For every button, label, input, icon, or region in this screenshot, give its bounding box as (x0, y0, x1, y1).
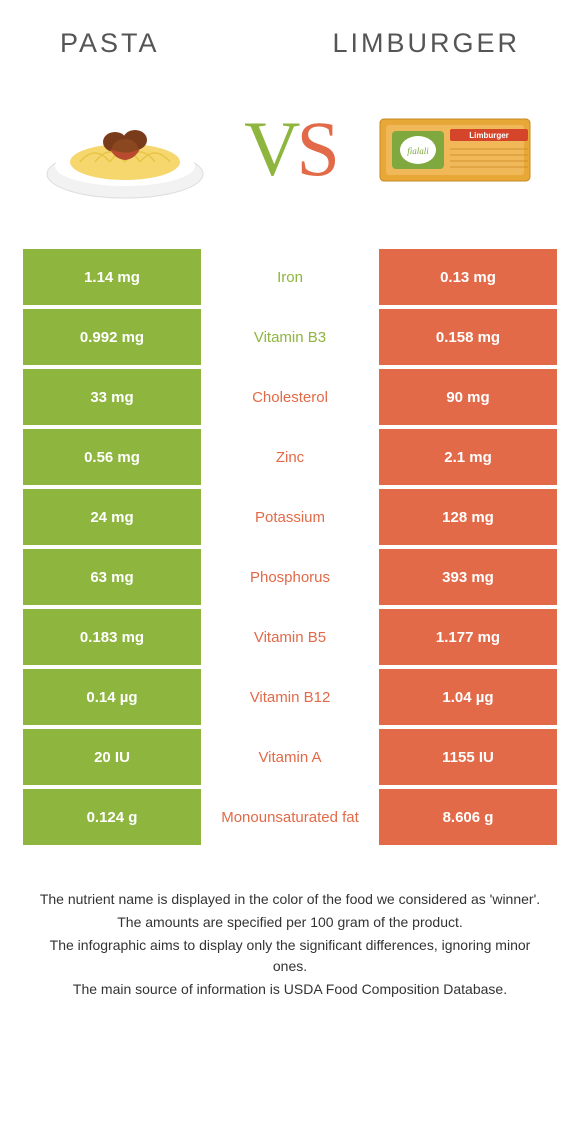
footer-line-2: The amounts are specified per 100 gram o… (35, 912, 545, 933)
left-value: 0.992 mg (23, 309, 201, 365)
left-value: 0.56 mg (23, 429, 201, 485)
footer-line-1: The nutrient name is displayed in the co… (35, 889, 545, 910)
infographic-container: PASTA LIMBURGER VS fialali (0, 0, 580, 1042)
right-value: 2.1 mg (379, 429, 557, 485)
right-value: 90 mg (379, 369, 557, 425)
table-row: 33 mgCholesterol90 mg (23, 369, 557, 425)
right-value: 128 mg (379, 489, 557, 545)
table-row: 1.14 mgIron0.13 mg (23, 249, 557, 305)
left-value: 0.124 g (23, 789, 201, 845)
right-value: 1155 IU (379, 729, 557, 785)
nutrient-label: Iron (201, 249, 379, 305)
nutrient-table: 1.14 mgIron0.13 mg0.992 mgVitamin B30.15… (20, 249, 560, 879)
left-value: 63 mg (23, 549, 201, 605)
left-value: 20 IU (23, 729, 201, 785)
nutrient-label: Vitamin A (201, 729, 379, 785)
table-row: 63 mgPhosphorus393 mg (23, 549, 557, 605)
table-row: 20 IUVitamin A1155 IU (23, 729, 557, 785)
limburger-image: fialali Limburger (370, 89, 540, 209)
vs-s: S (296, 105, 335, 192)
table-row: 0.56 mgZinc2.1 mg (23, 429, 557, 485)
pasta-image (40, 89, 210, 209)
pasta-icon (40, 94, 210, 204)
limburger-icon: fialali Limburger (370, 99, 540, 199)
nutrient-label: Zinc (201, 429, 379, 485)
nutrient-label: Cholesterol (201, 369, 379, 425)
table-row: 0.992 mgVitamin B30.158 mg (23, 309, 557, 365)
vs-label: VS (244, 104, 336, 194)
svg-text:fialali: fialali (407, 146, 429, 156)
table-row: 0.124 gMonounsaturated fat8.606 g (23, 789, 557, 845)
left-value: 1.14 mg (23, 249, 201, 305)
nutrient-label: Monounsaturated fat (201, 789, 379, 845)
right-value: 0.158 mg (379, 309, 557, 365)
table-row: 0.14 µgVitamin B121.04 µg (23, 669, 557, 725)
right-value: 1.177 mg (379, 609, 557, 665)
svg-text:Limburger: Limburger (469, 131, 509, 140)
vs-v: V (244, 105, 296, 192)
footer-line-3: The infographic aims to display only the… (35, 935, 545, 977)
table-row: 0.183 mgVitamin B51.177 mg (23, 609, 557, 665)
right-value: 1.04 µg (379, 669, 557, 725)
nutrient-label: Potassium (201, 489, 379, 545)
right-value: 393 mg (379, 549, 557, 605)
hero-row: VS fialali Limburger (20, 89, 560, 249)
nutrient-label: Phosphorus (201, 549, 379, 605)
nutrient-label: Vitamin B12 (201, 669, 379, 725)
right-value: 0.13 mg (379, 249, 557, 305)
right-value: 8.606 g (379, 789, 557, 845)
right-food-title: LIMBURGER (332, 28, 520, 59)
left-food-title: PASTA (60, 28, 160, 59)
left-value: 0.183 mg (23, 609, 201, 665)
left-value: 0.14 µg (23, 669, 201, 725)
left-value: 24 mg (23, 489, 201, 545)
left-value: 33 mg (23, 369, 201, 425)
title-row: PASTA LIMBURGER (20, 20, 560, 89)
nutrient-label: Vitamin B5 (201, 609, 379, 665)
table-row: 24 mgPotassium128 mg (23, 489, 557, 545)
footer-line-4: The main source of information is USDA F… (35, 979, 545, 1000)
footer-notes: The nutrient name is displayed in the co… (20, 879, 560, 1022)
nutrient-label: Vitamin B3 (201, 309, 379, 365)
